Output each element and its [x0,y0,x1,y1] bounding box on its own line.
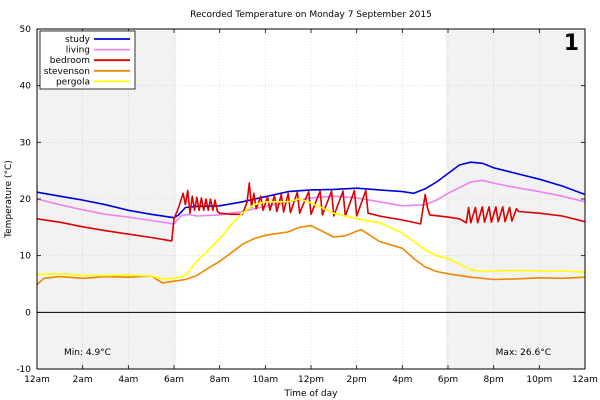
x-tick-label: 8am [210,375,230,385]
legend-label-bedroom: bedroom [50,56,90,66]
y-tick-label: -10 [16,365,31,375]
series-line-living [36,179,586,225]
legend-label-living: living [66,46,90,56]
legend-label-stevenson: stevenson [44,67,90,77]
series-line-study [36,161,586,219]
max-annotation: Max: 26.6°C [496,348,551,358]
x-tick-label: 10pm [526,375,552,385]
x-tick-label: 4am [118,375,138,385]
axis-ticks: 12am 2am 4am 6am 8am 10am 12pm 2pm 4pm 6pm 8pm 10pm… [16,25,598,385]
x-tick-label: 2pm [347,375,367,385]
x-tick-label: 4pm [392,375,412,385]
panel-number: 1 [564,31,579,56]
y-tick-label: 20 [20,195,32,205]
series-line-pergola [36,198,586,280]
y-tick-label: 40 [20,82,32,92]
y-tick-label: 30 [20,138,32,148]
x-tick-label: 10am [252,375,278,385]
series-lines [36,161,586,286]
legend-label-study: study [65,35,91,45]
y-axis-title: Temperature (°C) [4,160,14,239]
chart-title: Recorded Temperature on Monday 7 Septemb… [190,10,432,20]
x-tick-label: 6pm [438,375,458,385]
min-annotation: Min: 4.9°C [64,348,111,358]
series-line-bedroom [36,182,586,242]
x-tick-label: 2am [73,375,93,385]
x-tick-label: 6am [164,375,184,385]
x-tick-label: 12am [24,375,50,385]
x-tick-label: 12pm [298,375,324,385]
x-tick-label: 12am [572,375,598,385]
x-tick-label: 8pm [484,375,504,385]
y-tick-label: 10 [20,252,32,262]
y-tick-label: 0 [25,308,31,318]
x-axis-title: Time of day [284,389,339,399]
y-tick-label: 50 [20,25,32,35]
legend-label-pergola: pergola [56,77,90,87]
